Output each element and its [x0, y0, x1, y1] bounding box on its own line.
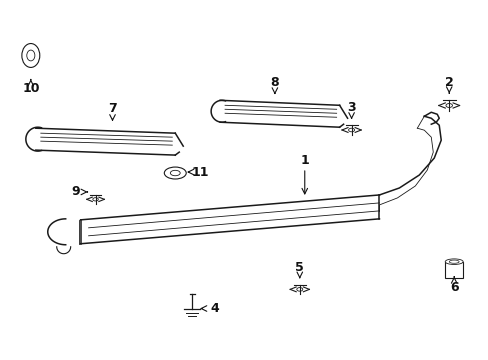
Ellipse shape	[164, 167, 186, 179]
Text: 1: 1	[300, 154, 308, 167]
Ellipse shape	[170, 170, 180, 176]
Bar	[444, 262, 462, 278]
Text: 7: 7	[108, 102, 117, 115]
Ellipse shape	[445, 104, 451, 107]
Ellipse shape	[448, 260, 458, 263]
Ellipse shape	[22, 44, 40, 67]
Ellipse shape	[348, 128, 354, 132]
Ellipse shape	[93, 198, 98, 201]
Text: 2: 2	[444, 76, 453, 89]
Text: 9: 9	[71, 185, 80, 198]
Text: 11: 11	[191, 166, 208, 179]
Text: 4: 4	[210, 302, 219, 315]
Text: 10: 10	[22, 82, 40, 95]
Text: 3: 3	[346, 101, 355, 114]
Text: 6: 6	[449, 281, 458, 294]
Text: 5: 5	[295, 261, 304, 274]
Ellipse shape	[296, 288, 302, 291]
Ellipse shape	[444, 259, 462, 265]
Text: 8: 8	[270, 76, 279, 89]
Ellipse shape	[27, 50, 35, 61]
